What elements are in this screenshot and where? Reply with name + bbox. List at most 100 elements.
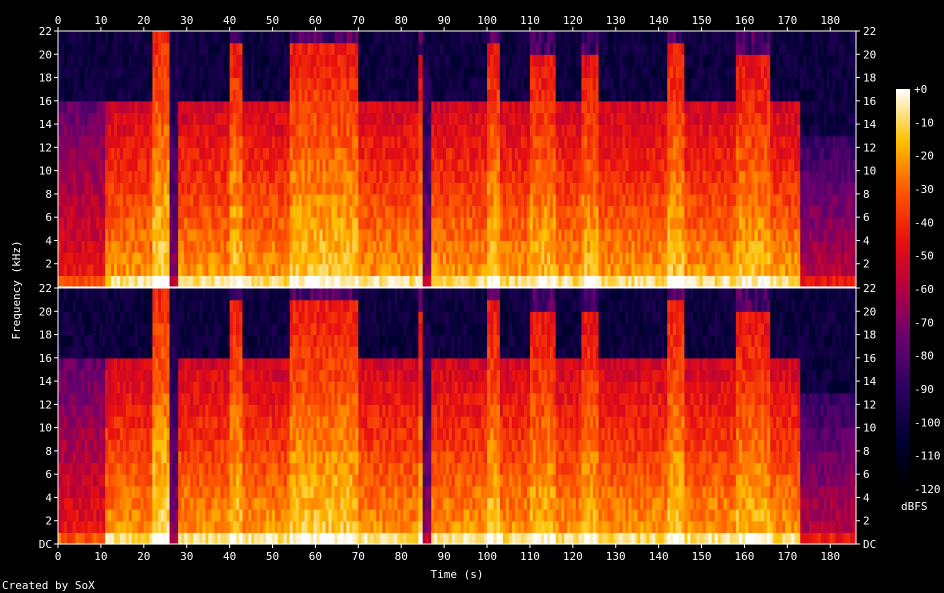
spectrogram-cell — [301, 124, 306, 137]
spectrogram-cell — [301, 147, 306, 160]
spectrogram-cell — [385, 124, 389, 137]
spectrogram-cell — [211, 182, 216, 195]
spectrogram-cell — [114, 124, 118, 137]
spectrogram-cell — [505, 240, 510, 253]
spectrogram-cell — [69, 77, 74, 90]
spectrogram-cell — [349, 275, 353, 288]
spectrogram-cell — [431, 89, 435, 102]
spectrogram-cell — [460, 159, 465, 172]
spectrogram-cell — [310, 193, 315, 207]
spectrogram-cell — [472, 275, 476, 288]
spectrogram-cell — [388, 89, 392, 102]
spectrogram-cell — [263, 31, 267, 44]
spectrogram-cell — [337, 31, 342, 44]
spectrogram-cell — [223, 205, 228, 218]
spectrogram-cell — [137, 31, 142, 44]
spectrogram-cell — [415, 263, 419, 276]
spectrogram-cell — [451, 159, 456, 172]
spectrogram-cell — [292, 275, 297, 288]
spectrogram-cell — [260, 217, 264, 230]
spectrogram-cell — [226, 275, 231, 288]
spectrogram-cell — [196, 228, 200, 242]
spectrogram-cell — [385, 252, 389, 265]
spectrogram-cell — [226, 65, 231, 79]
spectrogram-cell — [140, 228, 145, 242]
spectrogram-cell — [128, 170, 133, 183]
spectrogram-cell — [406, 205, 410, 218]
spectrogram-cell — [181, 31, 185, 44]
spectrogram-cell — [409, 159, 413, 172]
spectrogram-cell — [202, 77, 206, 90]
spectrogram-cell — [137, 42, 142, 55]
spectrogram-cell — [166, 217, 171, 230]
spectrogram-cell — [93, 112, 97, 125]
spectrogram-cell — [146, 135, 151, 148]
spectrogram-cell — [520, 228, 525, 242]
spectrogram-cell — [448, 252, 453, 265]
spectrogram-cell — [229, 193, 234, 207]
spectrogram-cell — [292, 89, 297, 102]
spectrogram-cell — [119, 193, 124, 207]
spectrogram-cell — [443, 31, 447, 44]
spectrogram-cell — [93, 228, 97, 242]
spectrogram-cell — [242, 159, 247, 172]
spectrogram-cell — [280, 228, 285, 242]
spectrogram-cell — [160, 228, 165, 242]
spectrogram-cell — [69, 159, 74, 172]
spectrogram-cell — [226, 31, 231, 44]
spectrogram-cell — [181, 65, 185, 79]
spectrogram-cell — [490, 42, 495, 55]
spectrogram-cell — [373, 65, 377, 79]
spectrogram-cell — [84, 89, 89, 102]
spectrogram-cell — [280, 31, 285, 44]
spectrogram-cell — [322, 217, 327, 230]
spectrogram-cell — [81, 228, 86, 242]
spectrogram-cell — [66, 263, 71, 276]
spectrogram-cell — [81, 170, 86, 183]
spectrogram-cell — [149, 42, 153, 55]
spectrogram-cell — [245, 124, 249, 137]
spectrogram-cell — [403, 77, 407, 90]
spectrogram-cell — [355, 252, 359, 265]
spectrogram-cell — [322, 205, 327, 218]
spectrogram-cell — [196, 252, 200, 265]
spectrogram-cell — [245, 112, 249, 125]
spectrogram-cell — [96, 228, 100, 242]
spectrogram-cell — [440, 77, 444, 90]
spectrogram-cell — [134, 112, 139, 125]
spectrogram-cell — [505, 54, 510, 67]
spectrogram-cell — [316, 100, 321, 114]
spectrogram-cell — [445, 65, 450, 79]
spectrogram-cell — [412, 89, 416, 102]
spectrogram-cell — [514, 170, 519, 183]
spectrogram-cell — [269, 159, 273, 172]
spectrogram-cell — [481, 100, 485, 114]
spectrogram-cell — [514, 112, 519, 125]
spectrogram-cell — [245, 170, 249, 183]
spectrogram-cell — [254, 112, 258, 125]
spectrogram-cell — [319, 159, 324, 172]
spectrogram-cell — [131, 228, 136, 242]
spectrogram-cell — [487, 170, 491, 183]
spectrogram-cell — [99, 65, 103, 79]
spectrogram-cell — [99, 170, 103, 183]
spectrogram-cell — [69, 263, 74, 276]
spectrogram-cell — [364, 240, 368, 253]
spectrogram-cell — [298, 275, 303, 288]
spectrogram-cell — [325, 170, 330, 183]
spectrogram-cell — [346, 263, 350, 276]
spectrogram-cell — [125, 100, 130, 114]
spectrogram-cell — [358, 193, 362, 207]
spectrogram-cell — [364, 205, 368, 218]
spectrogram-cell — [298, 182, 303, 195]
spectrogram-cell — [376, 275, 380, 288]
spectrogram-cell — [78, 147, 83, 160]
spectrogram-cell — [502, 228, 507, 242]
spectrogram-cell — [364, 275, 368, 288]
spectrogram-cell — [90, 182, 94, 195]
spectrogram-cell — [248, 252, 252, 265]
spectrogram-cell — [190, 65, 194, 79]
spectrogram-cell — [394, 228, 398, 242]
spectrogram-cell — [105, 42, 109, 55]
spectrogram-cell — [496, 159, 501, 172]
